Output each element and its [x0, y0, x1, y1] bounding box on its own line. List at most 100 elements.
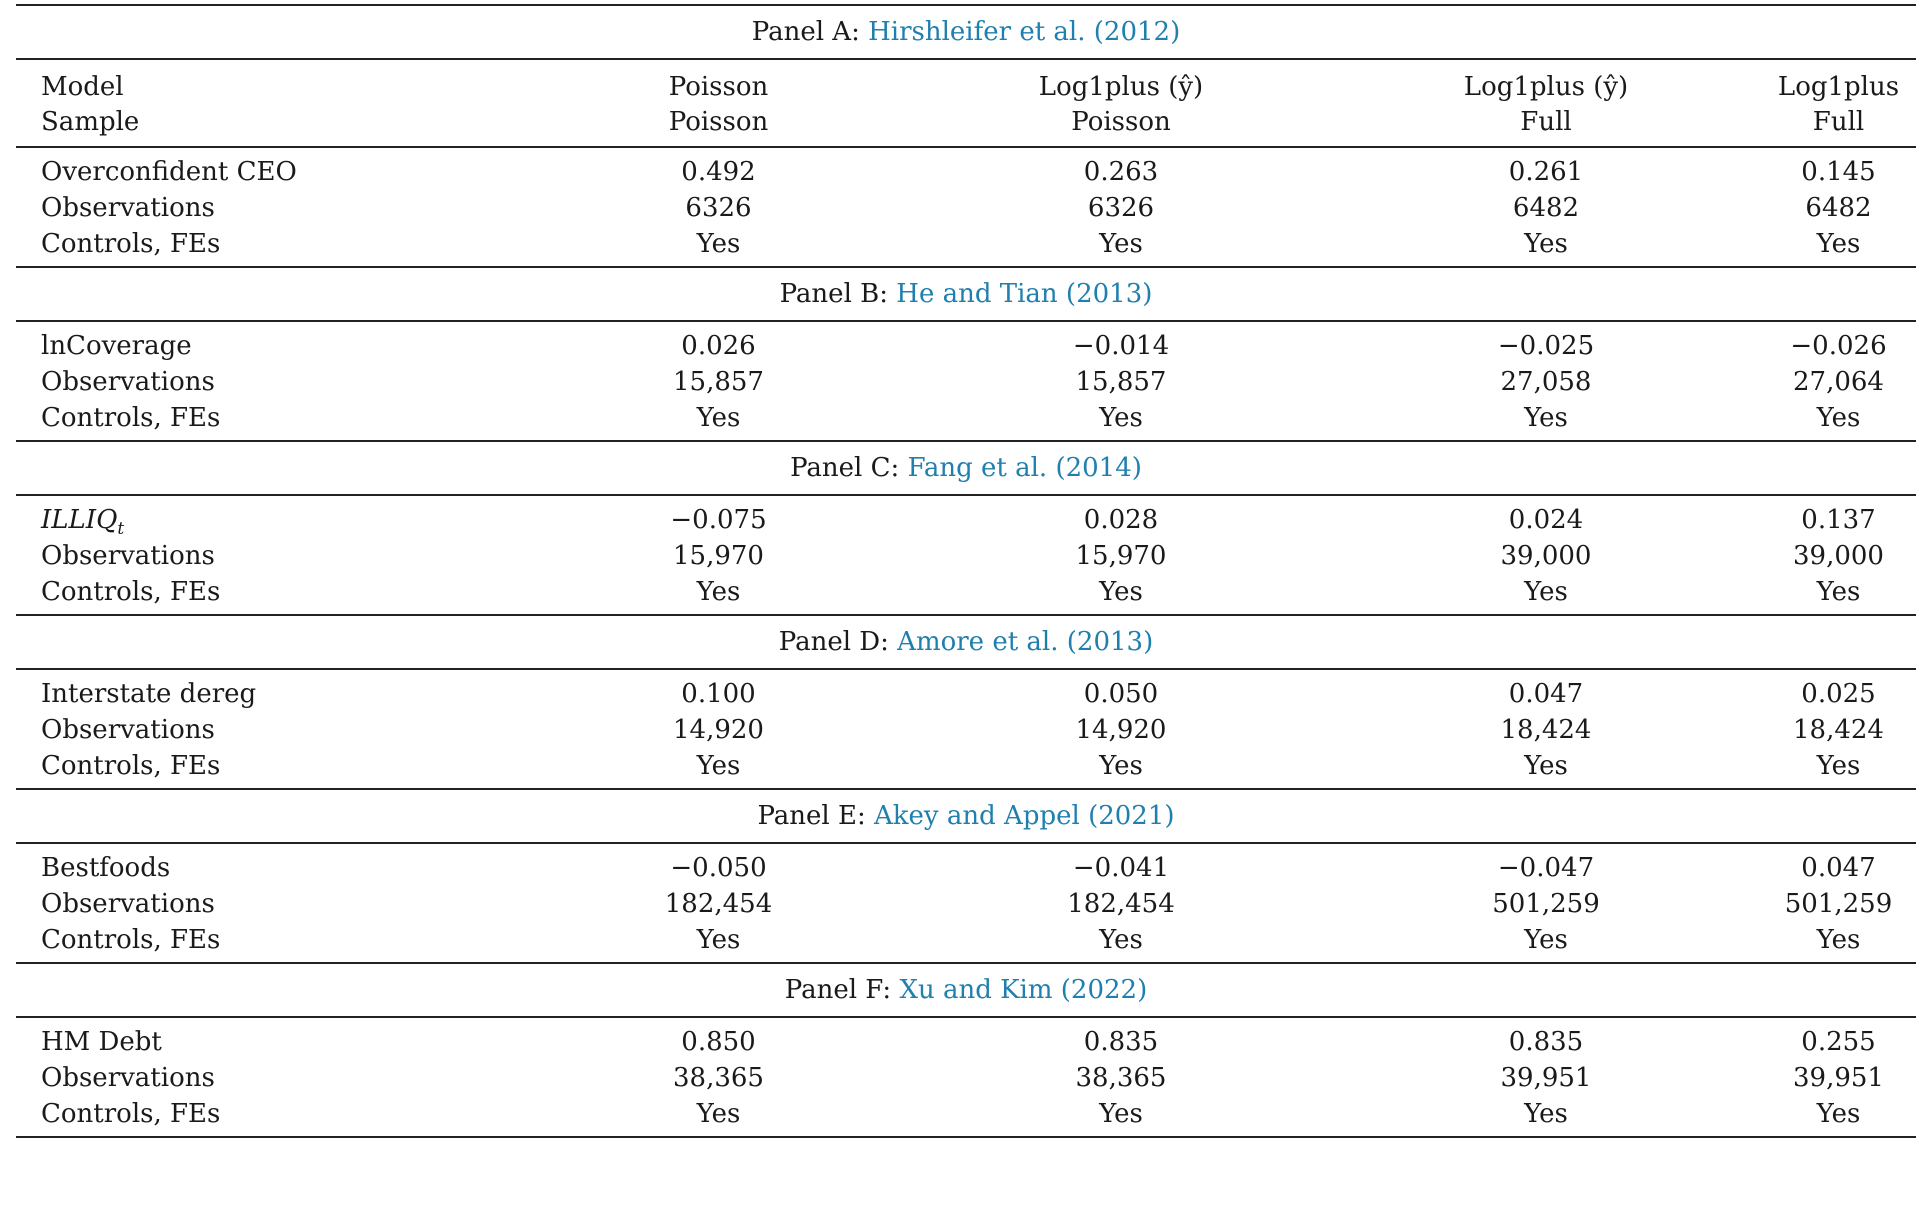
header-cell: Log1plus (ŷ) [1463, 72, 1629, 102]
bottom-rule [16, 1136, 1916, 1138]
panel-rule [16, 146, 1916, 148]
table-cell: 0.026 [681, 331, 756, 361]
panel-prefix: Panel E: [757, 801, 875, 831]
table-cell: 15,857 [1075, 367, 1167, 397]
table-cell: −0.050 [670, 853, 767, 883]
table-row: ILLIQt −0.075 0.028 0.024 0.137 [16, 502, 1916, 539]
citation-link[interactable]: Amore et al. (2013) [897, 627, 1154, 657]
table-cell: 15,970 [1075, 541, 1167, 571]
table-cell: 0.263 [1083, 157, 1159, 187]
panel-rule [16, 1016, 1916, 1018]
table-cell: 14,920 [673, 715, 764, 745]
panel-rule [16, 58, 1916, 60]
panel-body-c: ILLIQt −0.075 0.028 0.024 0.137 Observat… [16, 496, 1916, 614]
header-label: Sample [41, 107, 140, 137]
regression-table: Panel A: Hirshleifer et al. (2012) Model… [16, 4, 1916, 1138]
table-cell: Yes [696, 925, 741, 955]
table-cell: 15,857 [673, 367, 764, 397]
header-cell: Poisson [1071, 107, 1171, 137]
table-cell: Yes [1524, 925, 1568, 955]
row-label: Controls, FEs [41, 403, 221, 433]
table-cell: 182,454 [1067, 889, 1175, 919]
row-label: Controls, FEs [41, 751, 221, 781]
table-cell: Yes [1816, 751, 1861, 781]
panel-prefix: Panel A: [751, 17, 869, 47]
header-label: Model [41, 72, 124, 102]
table-row: Controls, FEs Yes Yes Yes Yes [16, 748, 1916, 784]
table-cell: −0.041 [1072, 853, 1170, 883]
citation-link[interactable]: He and Tian (2013) [896, 279, 1153, 309]
table-cell: 0.050 [1083, 679, 1159, 709]
table-row: Observations 182,454 182,454 501,259 501… [16, 886, 1916, 922]
table-cell: 0.028 [1083, 505, 1159, 535]
panel-body-f: HM Debt 0.850 0.835 0.835 0.255 Observat… [16, 1018, 1916, 1136]
header-row-model: Model Poisson Log1plus (ŷ) Log1plus (ŷ) … [16, 70, 1916, 105]
table-row: Observations 38,365 38,365 39,951 39,951 [16, 1060, 1916, 1096]
panel-rule [16, 266, 1916, 268]
row-label: Bestfoods [41, 853, 171, 883]
table-cell: 27,058 [1500, 367, 1592, 397]
table-row: Controls, FEs Yes Yes Yes Yes [16, 922, 1916, 958]
header-cell: Poisson [668, 107, 769, 137]
citation-link[interactable]: Fang et al. (2014) [907, 453, 1142, 483]
table-cell: 39,951 [1500, 1063, 1592, 1093]
table-row: Overconfident CEO 0.492 0.263 0.261 0.14… [16, 154, 1916, 190]
row-label: Observations [41, 1063, 215, 1093]
table-cell: Yes [1099, 925, 1143, 955]
table-row: Observations 14,920 14,920 18,424 18,424 [16, 712, 1916, 748]
table-cell: 0.047 [1508, 679, 1584, 709]
table-cell: −0.025 [1497, 331, 1595, 361]
header-cell: Log1plus [1777, 72, 1900, 102]
table-row: Controls, FEs Yes Yes Yes Yes [16, 574, 1916, 610]
table-cell: 0.261 [1508, 157, 1584, 187]
panel-body-b: lnCoverage 0.026 −0.014 −0.025 −0.026 Ob… [16, 322, 1916, 440]
row-label: Observations [41, 541, 215, 571]
citation-link[interactable]: Xu and Kim (2022) [899, 975, 1148, 1005]
table-cell: Yes [1524, 751, 1568, 781]
panel-title-b: Panel B: He and Tian (2013) [16, 268, 1916, 320]
table-cell: Yes [1524, 1099, 1568, 1129]
table-row: Observations 6326 6326 6482 6482 [16, 190, 1916, 226]
panel-body-a: Overconfident CEO 0.492 0.263 0.261 0.14… [16, 148, 1916, 266]
panel-rule [16, 614, 1916, 616]
table-cell: 0.100 [681, 679, 756, 709]
row-label: Observations [41, 715, 215, 745]
panel-rule [16, 440, 1916, 442]
table-cell: 18,424 [1793, 715, 1884, 745]
table-cell: Yes [1816, 403, 1861, 433]
table-cell: −0.014 [1072, 331, 1170, 361]
panel-prefix: Panel F: [784, 975, 900, 1005]
row-label: Controls, FEs [41, 925, 221, 955]
table-row: Interstate dereg 0.100 0.050 0.047 0.025 [16, 676, 1916, 712]
panel-rule [16, 494, 1916, 496]
row-label-subscript: t [117, 519, 125, 540]
table-cell: 6326 [1087, 193, 1155, 223]
citation-link[interactable]: Hirshleifer et al. (2012) [868, 17, 1181, 47]
panel-prefix: Panel C: [790, 453, 908, 483]
panel-title-f: Panel F: Xu and Kim (2022) [16, 964, 1916, 1016]
table-cell: Yes [1816, 229, 1861, 259]
table-cell: 0.850 [681, 1027, 756, 1057]
panel-rule [16, 962, 1916, 964]
row-label: Controls, FEs [41, 1099, 221, 1129]
panel-rule [16, 320, 1916, 322]
top-rule [16, 4, 1916, 6]
table-cell: 27,064 [1793, 367, 1884, 397]
table-cell: 39,951 [1793, 1063, 1884, 1093]
table-cell: 0.024 [1508, 505, 1584, 535]
table-cell: 6326 [685, 193, 752, 223]
row-label: Observations [41, 367, 215, 397]
panel-prefix: Panel B: [779, 279, 897, 309]
table-cell: 0.137 [1801, 505, 1876, 535]
table-cell: 6482 [1512, 193, 1580, 223]
panel-title-e: Panel E: Akey and Appel (2021) [16, 790, 1916, 842]
row-label: Observations [41, 889, 215, 919]
table-cell: 39,000 [1793, 541, 1884, 571]
row-label: ILLIQt [16, 502, 526, 547]
row-label: Controls, FEs [41, 229, 221, 259]
citation-link[interactable]: Akey and Appel (2021) [874, 801, 1175, 831]
table-cell: 39,000 [1500, 541, 1592, 571]
table-row: Controls, FEs Yes Yes Yes Yes [16, 1096, 1916, 1132]
row-label: lnCoverage [41, 331, 192, 361]
table-cell: 501,259 [1492, 889, 1600, 919]
